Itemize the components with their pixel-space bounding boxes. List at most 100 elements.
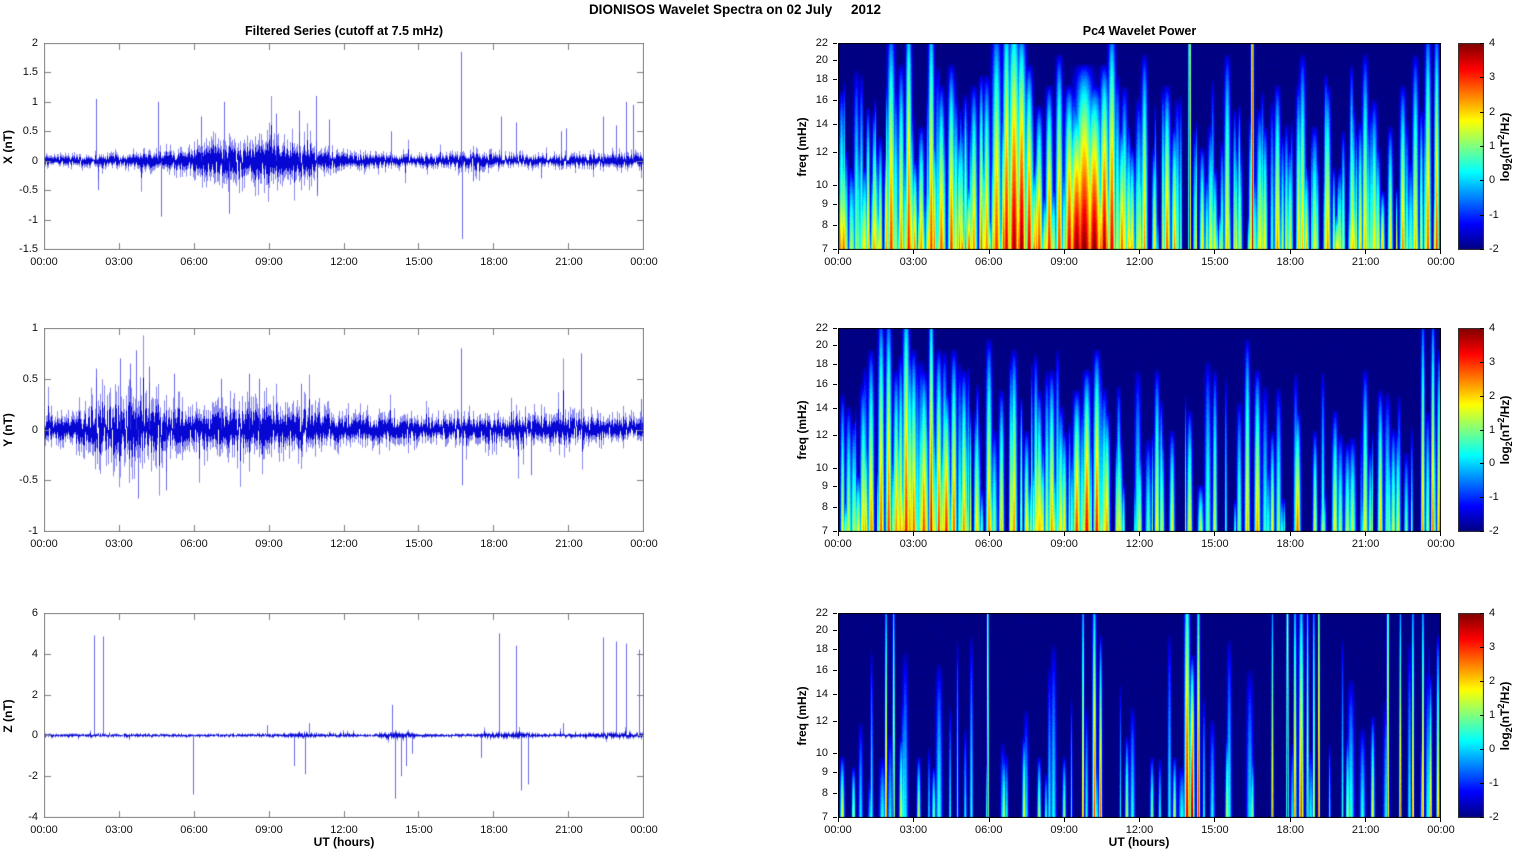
axis-tick-mark (833, 753, 837, 754)
colorbar-tick-label: 2 (1489, 389, 1496, 402)
freq-tick-label: 8 (821, 218, 828, 231)
freq-tick-label: 18 (815, 73, 828, 86)
x-wavelet-canvas (838, 43, 1441, 250)
x-tick-label: 00:00 (1427, 256, 1455, 268)
x-tick-label: 00:00 (1427, 538, 1455, 550)
z-series-ylabel: Z (nT) (1, 698, 15, 733)
colorbar-top-gradient (1458, 43, 1484, 250)
axis-tick-mark (833, 793, 837, 794)
colorbar-tick-label: 1 (1489, 140, 1496, 152)
colorbar-tick-label: 4 (1489, 322, 1496, 334)
axis-tick-mark (1064, 250, 1065, 254)
axis-tick-mark (833, 43, 837, 44)
y-tick-label: 0 (31, 423, 38, 436)
y-series-plot: Y (nT) 1 0.5 0 -0.5 -1 00:00 03:00 06:00 09:00 12… (1, 322, 658, 550)
axis-tick-mark (833, 613, 837, 614)
axis-tick-mark (1440, 818, 1441, 822)
x-series-plot: X (nT) 2 1.5 1 0.5 0 -0.5 -1 -1.5 00:00 03:00 06:0… (1, 37, 658, 268)
x-tick-label: 00:00 (824, 538, 852, 550)
axis-tick-mark (1365, 818, 1366, 822)
x-tick-label: 00:00 (630, 256, 658, 268)
freq-tick-label: 10 (815, 747, 828, 760)
y-tick-label: 4 (31, 647, 38, 660)
x-tick-label: 18:00 (1276, 824, 1305, 836)
x-tick-label: 21:00 (1351, 824, 1380, 836)
axis-tick-mark (833, 124, 837, 125)
axis-tick-mark (833, 204, 837, 205)
freq-tick-label: 18 (815, 357, 828, 370)
y-tick-label: 2 (31, 37, 38, 49)
axis-tick-mark (989, 818, 990, 822)
colorbar-tick-label: 3 (1489, 71, 1496, 84)
x-tick-label: 03:00 (899, 824, 928, 836)
axis-tick-mark (1440, 532, 1441, 536)
colorbar-tick-mark (1480, 531, 1484, 532)
colorbar-tick-label: -2 (1489, 525, 1499, 537)
freq-tick-label: 22 (815, 607, 828, 619)
colorbar-tick-label: 3 (1489, 355, 1496, 368)
y-tick-label: 1.5 (22, 66, 38, 79)
axis-tick-mark (1064, 818, 1065, 822)
axis-tick-mark (989, 532, 990, 536)
x-tick-label: 03:00 (899, 256, 928, 268)
colorbar-tick-mark (1480, 362, 1484, 363)
colorbar-tick-label: 2 (1489, 105, 1496, 118)
axis-tick-mark (833, 408, 837, 409)
axis-tick-mark (1290, 250, 1291, 254)
colorbar-tick-mark (1480, 77, 1484, 78)
x-tick-label: 00:00 (824, 824, 852, 836)
colorbar-tick-mark (1480, 817, 1484, 818)
z-wavelet-canvas (838, 613, 1441, 818)
x-tick-label: 12:00 (330, 824, 358, 836)
freq-tick-label: 16 (815, 378, 828, 391)
freq-tick-label: 14 (815, 118, 828, 131)
freq-tick-label: 7 (821, 811, 828, 823)
axis-tick-mark (838, 818, 839, 822)
colorbar-tick-label: 0 (1489, 743, 1496, 755)
x-tick-label: 21:00 (555, 824, 583, 836)
colorbar-middle: log2(nT2/Hz) 4 3 2 1 0 -1 -2 (1458, 322, 1514, 537)
colorbar-middle-gradient (1458, 328, 1484, 532)
x-tick-label: 09:00 (1050, 256, 1078, 268)
x-tick-label: 06:00 (974, 256, 1003, 268)
z-series-plot: Z (nT) 6 4 2 0 -2 -4 00:00 03:00 06:00 09:00 12:00… (1, 607, 658, 836)
x-tick-label: 15:00 (1201, 256, 1229, 268)
x-tick-label: 12:00 (1125, 256, 1154, 268)
axis-tick-mark (838, 250, 839, 254)
x-tick-label: 06:00 (974, 538, 1003, 550)
colorbar-tick-label: 1 (1489, 423, 1496, 436)
x-tick-label: 21:00 (1351, 538, 1380, 550)
figure-title: DIONISOS Wavelet Spectra on 02 July 2012 (588, 2, 882, 17)
x-tick-label: 15:00 (1201, 824, 1229, 836)
axis-tick-mark (913, 532, 914, 536)
x-tick-label: 06:00 (180, 538, 208, 550)
y-tick-label: -1.5 (19, 243, 38, 255)
colorbar-tick-label: 0 (1489, 457, 1496, 470)
colorbar-tick-label: 2 (1489, 675, 1496, 687)
freq-tick-label: 20 (815, 338, 828, 351)
y-tick-label: 0 (31, 729, 38, 742)
x-tick-label: 03:00 (105, 824, 133, 836)
x-tick-label: 03:00 (105, 538, 133, 550)
axis-tick-mark (833, 694, 837, 695)
x-tick-label: 18:00 (1276, 256, 1305, 268)
y-wavelet-spectrogram: freq (mHz) 22 20 18 16 14 12 10 9 8 7 00:00 03:00 06… (795, 322, 1455, 550)
colorbar-bottom-gradient (1458, 613, 1484, 818)
left-xaxis-label: UT (hours) (313, 835, 375, 849)
y-tick-label: -0.5 (19, 474, 38, 487)
freq-tick-label: 12 (815, 429, 828, 442)
x-tick-label: 12:00 (330, 256, 358, 268)
freq-tick-label: 14 (815, 687, 828, 700)
x-tick-label: 15:00 (1201, 538, 1229, 550)
y-tick-label: 0 (31, 154, 38, 167)
colorbar-tick-mark (1480, 146, 1484, 147)
axis-tick-mark (833, 328, 837, 329)
colorbar-tick-mark (1480, 613, 1484, 614)
freq-tick-label: 8 (821, 787, 828, 800)
x-tick-label: 00:00 (30, 256, 58, 268)
axis-tick-mark (833, 507, 837, 508)
x-wavelet-spectrogram: freq (mHz) 22 20 18 16 14 12 10 9 8 7 00:00 03:00 06… (795, 37, 1455, 268)
y-tick-label: 1 (31, 95, 38, 108)
freq-tick-label: 10 (815, 178, 828, 191)
